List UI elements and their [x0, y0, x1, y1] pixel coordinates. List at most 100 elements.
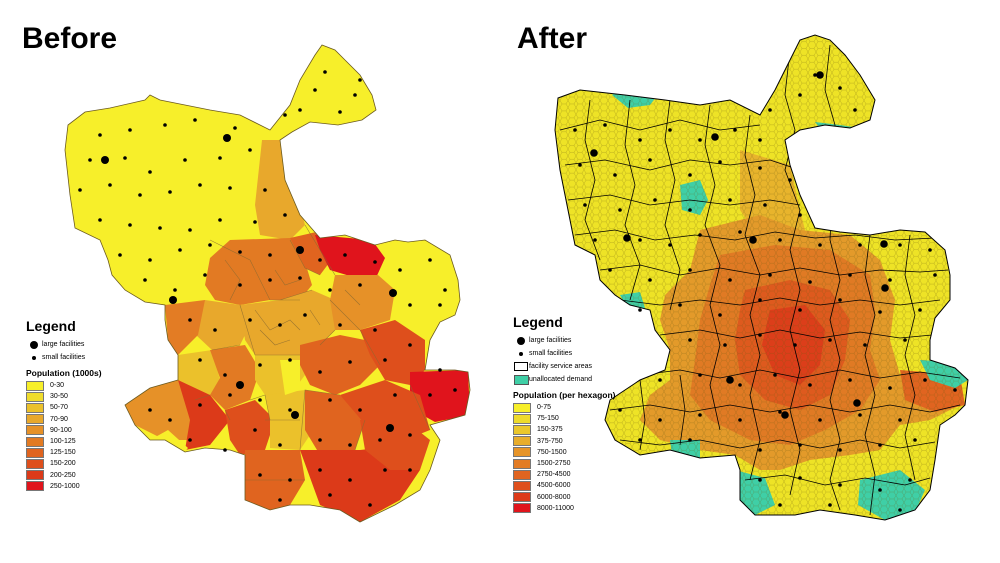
small-facility-dot: [223, 373, 227, 377]
legend-swatch: [513, 424, 531, 435]
small-facility-dot: [718, 160, 722, 164]
before-small-facilities: [78, 70, 457, 507]
large-facility-symbol: [30, 340, 38, 349]
small-facility-dot: [648, 278, 652, 282]
small-facility-dot: [303, 313, 307, 317]
small-facility-dot: [688, 438, 692, 442]
small-facility-dot: [828, 503, 832, 507]
large-facility-dot: [296, 246, 304, 254]
small-facility-dot: [148, 408, 152, 412]
legend-class-label: 1500-2750: [537, 460, 571, 468]
small-facility-dot: [218, 156, 222, 160]
small-facility-dot: [758, 166, 762, 170]
small-facility-symbol: [519, 351, 523, 356]
small-facility-dot: [233, 126, 237, 130]
legend-class-row: 0-75: [513, 402, 615, 413]
small-facility-dot: [738, 418, 742, 422]
small-facility-dot: [818, 243, 822, 247]
small-facility-dot: [733, 128, 737, 132]
small-facility-dot: [258, 473, 262, 477]
small-facility-dot: [188, 318, 192, 322]
small-facility-dot: [863, 343, 867, 347]
legend-class-row: 75-150: [513, 413, 615, 424]
small-facility-dot: [278, 323, 282, 327]
small-facility-dot: [283, 113, 287, 117]
small-facility-dot: [373, 260, 377, 264]
legend-swatch: [26, 481, 44, 492]
large-facility-dot: [881, 284, 889, 292]
after-legend-classes: 0-75 75-150 150-375 375-750 750-1500 1500-275…: [513, 402, 615, 514]
small-facility-dot: [348, 478, 352, 482]
small-facility-dot: [78, 188, 82, 192]
small-facility-dot: [933, 273, 937, 277]
small-facility-dot: [198, 358, 202, 362]
small-facility-dot: [898, 418, 902, 422]
legend-class-label: 750-1500: [537, 448, 567, 456]
small-facility-dot: [768, 108, 772, 112]
small-facility-dot: [98, 133, 102, 137]
small-facility-dot: [288, 358, 292, 362]
small-facility-dot: [238, 250, 242, 254]
legend-swatch: [513, 447, 531, 458]
before-map: [64, 44, 471, 523]
after-small-facilities: [573, 73, 957, 512]
small-facility-dot: [178, 248, 182, 252]
small-facility-dot: [253, 220, 257, 224]
small-facility-dot: [328, 398, 332, 402]
after-legend-population-title: Population (per hexagon): [513, 390, 616, 400]
small-facility-dot: [98, 218, 102, 222]
small-facility-dot: [648, 158, 652, 162]
small-facility-dot: [818, 418, 822, 422]
legend-class-row: 150-375: [513, 424, 615, 435]
small-facility-dot: [138, 193, 142, 197]
small-facility-dot: [188, 438, 192, 442]
large-facility-dot: [816, 71, 824, 79]
legend-class-row: 750-1500: [513, 447, 615, 458]
small-facility-dot: [698, 373, 702, 377]
small-facility-dot: [288, 408, 292, 412]
small-facility-dot: [228, 393, 232, 397]
small-facility-dot: [183, 158, 187, 162]
small-facility-dot: [638, 138, 642, 142]
after-county-boundary: [554, 34, 969, 521]
small-facility-dot: [678, 303, 682, 307]
large-facility-dot: [880, 240, 888, 248]
small-facility-dot: [718, 313, 722, 317]
small-facility-dot: [788, 178, 792, 182]
small-facility-dot: [203, 273, 207, 277]
small-facility-dot: [258, 398, 262, 402]
legend-class-row: 1500-2750: [513, 458, 615, 469]
small-facility-dot: [603, 123, 607, 127]
legend-class-row: 375-750: [513, 436, 615, 447]
small-facility-dot: [298, 108, 302, 112]
small-facility-dot: [913, 438, 917, 442]
small-facility-dot: [838, 483, 842, 487]
small-facility-dot: [408, 468, 412, 472]
small-facility-dot: [383, 358, 387, 362]
small-facility-dot: [88, 158, 92, 162]
legend-class-label: 0-75: [537, 404, 552, 412]
small-facility-dot: [378, 438, 382, 442]
legend-class-label: 2750-4500: [537, 471, 571, 479]
small-facility-dot: [328, 288, 332, 292]
small-facility-dot: [148, 170, 152, 174]
small-facility-dot: [438, 368, 442, 372]
small-facility-dot: [888, 386, 892, 390]
small-facility-dot: [688, 268, 692, 272]
legend-swatch: [26, 458, 44, 469]
small-facility-dot: [158, 226, 162, 230]
small-facility-dot: [338, 323, 342, 327]
small-facility-dot: [798, 443, 802, 447]
small-facility-dot: [758, 138, 762, 142]
small-facility-dot: [123, 156, 127, 160]
small-facility-dot: [688, 208, 692, 212]
small-facility-dot: [263, 188, 267, 192]
small-facility-dot: [443, 288, 447, 292]
small-facility-dot: [738, 230, 742, 234]
small-facility-dot: [323, 70, 327, 74]
small-facility-dot: [808, 383, 812, 387]
legend-class-row: 70-90: [26, 414, 102, 425]
small-facility-dot: [668, 243, 672, 247]
small-facility-dot: [888, 278, 892, 282]
